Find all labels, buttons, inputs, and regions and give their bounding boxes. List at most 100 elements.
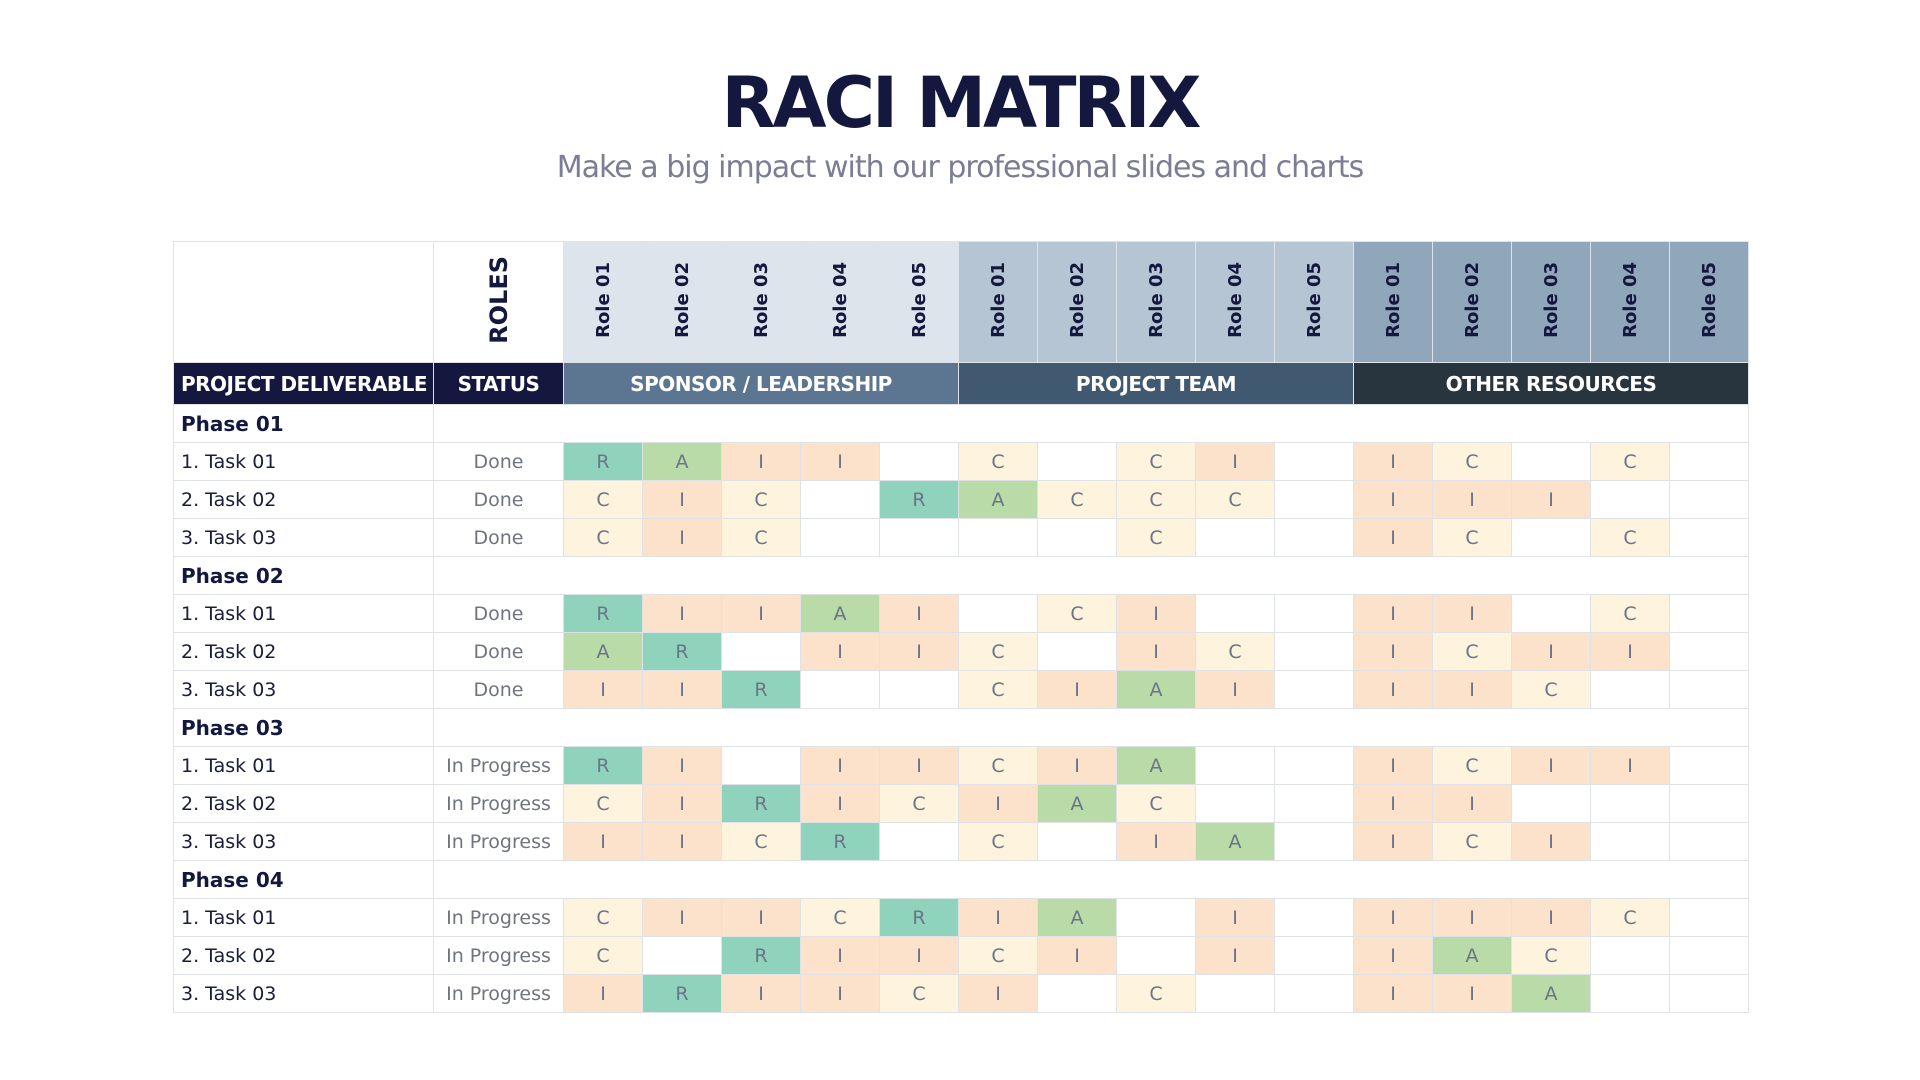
raci-cell: I (1511, 822, 1591, 861)
raci-cell (958, 594, 1038, 633)
raci-cell (879, 822, 959, 861)
role-header: Role 03 (1511, 241, 1591, 363)
raci-cell: A (1116, 670, 1196, 709)
raci-cell: C (563, 518, 643, 557)
raci-cell: I (1353, 442, 1433, 481)
raci-cell: C (1116, 480, 1196, 519)
task-status: Done (433, 594, 564, 633)
raci-cell (1274, 670, 1354, 709)
raci-cell: I (1432, 594, 1512, 633)
raci-cell: R (800, 822, 880, 861)
raci-cell: C (958, 670, 1038, 709)
raci-cell: I (1353, 936, 1433, 975)
role-name: Role 03 (1145, 261, 1167, 338)
raci-cell (1511, 442, 1591, 481)
raci-cell: C (1590, 594, 1670, 633)
raci-cell (1669, 898, 1749, 937)
task-row: 3. Task 03 In Progress I R I I C I C I I A (173, 974, 1749, 1013)
task-name: 1. Task 01 (173, 746, 434, 785)
raci-cell (1669, 518, 1749, 557)
raci-cell: C (1116, 518, 1196, 557)
phase-spacer (433, 404, 1749, 443)
role-header: Role 02 (1037, 241, 1117, 363)
raci-cell: I (1116, 632, 1196, 671)
raci-cell (958, 518, 1038, 557)
role-header: Role 03 (721, 241, 801, 363)
raci-cell (800, 518, 880, 557)
role-header: Role 05 (879, 241, 959, 363)
raci-cell: A (642, 442, 722, 481)
task-name: 3. Task 03 (173, 822, 434, 861)
raci-cell: R (563, 746, 643, 785)
raci-cell: C (1037, 480, 1117, 519)
task-name: 3. Task 03 (173, 974, 434, 1013)
raci-cell: I (1432, 898, 1512, 937)
task-name: 1. Task 01 (173, 898, 434, 937)
raci-cell (1274, 974, 1354, 1013)
raci-cell: I (1353, 670, 1433, 709)
task-status: Done (433, 670, 564, 709)
deliverable-label: PROJECT DELIVERABLE (173, 362, 434, 405)
raci-cell (1274, 822, 1354, 861)
raci-cell (1669, 784, 1749, 823)
raci-cell (1669, 936, 1749, 975)
raci-cell: I (1511, 480, 1591, 519)
raci-cell: C (1195, 480, 1275, 519)
raci-cell: I (642, 670, 722, 709)
task-name: 2. Task 02 (173, 784, 434, 823)
raci-cell: I (958, 898, 1038, 937)
raci-cell: R (563, 594, 643, 633)
raci-cell: I (800, 746, 880, 785)
raci-cell: I (1353, 632, 1433, 671)
task-name: 1. Task 01 (173, 594, 434, 633)
raci-cell: C (1511, 670, 1591, 709)
phase-row: Phase 02 (173, 556, 1749, 595)
raci-cell: C (1432, 822, 1512, 861)
role-name: Role 01 (592, 261, 614, 338)
role-name: Role 05 (1303, 261, 1325, 338)
raci-cell (1274, 518, 1354, 557)
raci-cell (879, 518, 959, 557)
role-name: Role 02 (1461, 261, 1483, 338)
role-name: Role 02 (671, 261, 693, 338)
raci-cell: I (1116, 822, 1196, 861)
raci-cell: I (879, 746, 959, 785)
raci-cell (1669, 822, 1749, 861)
raci-cell: I (800, 632, 880, 671)
raci-cell: R (642, 974, 722, 1013)
raci-cell (1274, 936, 1354, 975)
phase-row: Phase 03 (173, 708, 1749, 747)
raci-cell: I (721, 898, 801, 937)
raci-cell: C (563, 936, 643, 975)
raci-cell (1037, 518, 1117, 557)
task-row: 1. Task 01 Done R A I I C C I I C C (173, 442, 1749, 481)
raci-cell: I (1432, 974, 1512, 1013)
task-status: In Progress (433, 746, 564, 785)
raci-cell: I (879, 632, 959, 671)
raci-cell: I (1195, 898, 1275, 937)
raci-cell (1195, 518, 1275, 557)
raci-cell (1590, 936, 1670, 975)
phase-row: Phase 01 (173, 404, 1749, 443)
raci-cell: I (642, 480, 722, 519)
raci-cell (1669, 746, 1749, 785)
role-header: Role 04 (1195, 241, 1275, 363)
raci-cell: C (958, 936, 1038, 975)
raci-cell: I (1353, 594, 1433, 633)
raci-cell: I (642, 594, 722, 633)
task-row: 3. Task 03 In Progress I I C R C I A I C I (173, 822, 1749, 861)
raci-cell: I (1116, 594, 1196, 633)
raci-cell (1511, 518, 1591, 557)
task-name: 2. Task 02 (173, 936, 434, 975)
raci-cell: I (958, 784, 1038, 823)
task-row: 1. Task 01 Done R I I A I C I I I C (173, 594, 1749, 633)
raci-cell (1590, 670, 1670, 709)
raci-cell: I (800, 974, 880, 1013)
raci-cell (1037, 442, 1117, 481)
raci-cell (1195, 746, 1275, 785)
roles-label-text: ROLES (484, 255, 513, 344)
role-header-row: ROLES Role 01 Role 02 Role 03 Role 04 Role 05… (173, 241, 1749, 363)
raci-cell: A (1116, 746, 1196, 785)
